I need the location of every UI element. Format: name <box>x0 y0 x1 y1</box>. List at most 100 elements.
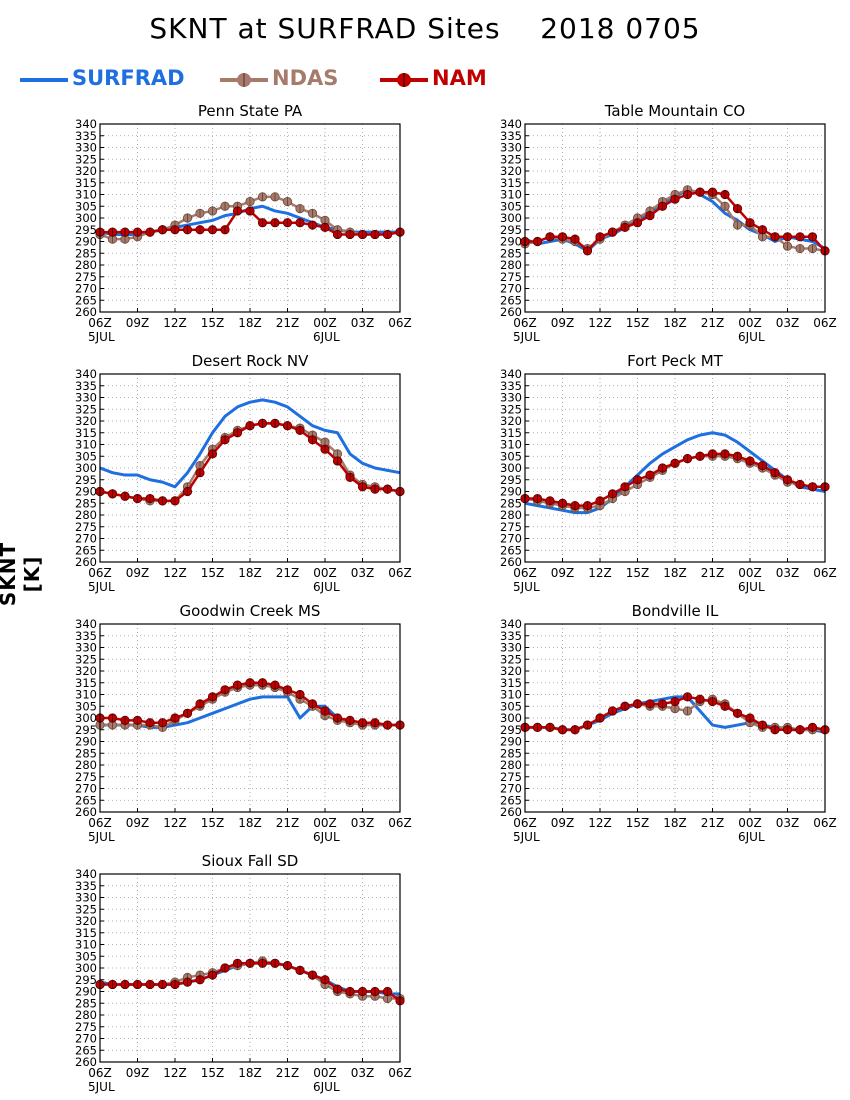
y-tick-label: 295 <box>500 723 522 737</box>
y-tick-label: 335 <box>75 379 97 393</box>
x-tick-label: 06Z <box>88 1066 112 1080</box>
y-tick-label: 280 <box>500 758 522 772</box>
x-tick-label: 09Z <box>551 566 575 580</box>
x-tick-label: 15Z <box>201 316 225 330</box>
x-tick-label: 15Z <box>201 566 225 580</box>
panel-title: Desert Rock NV <box>192 352 309 370</box>
x-tick-label: 00Z <box>313 1066 337 1080</box>
y-tick-label: 340 <box>75 117 97 131</box>
x-tick-label: 03Z <box>776 316 800 330</box>
y-tick-label: 305 <box>75 699 97 713</box>
y-tick-label: 325 <box>75 402 97 416</box>
y-tick-label: 280 <box>75 258 97 272</box>
y-tick-label: 330 <box>500 391 522 405</box>
x-tick-label: 21Z <box>276 816 300 830</box>
y-tick-label: 305 <box>500 199 522 213</box>
x-tick-label: 15Z <box>626 316 650 330</box>
y-tick-label: 270 <box>500 532 522 546</box>
y-tick-label: 260 <box>500 555 522 569</box>
x-tick-label: 06Z <box>813 816 837 830</box>
y-tick-label: 275 <box>75 1020 97 1034</box>
y-tick-label: 290 <box>75 235 97 249</box>
x-tick-label: 06Z <box>813 316 837 330</box>
legend: SURFRAD NDAS NAM <box>0 62 850 98</box>
panel-title: Penn State PA <box>198 102 303 120</box>
grid <box>99 123 401 313</box>
y-tick-label: 320 <box>75 664 97 678</box>
y-tick-label: 320 <box>500 164 522 178</box>
y-tick-label: 310 <box>75 938 97 952</box>
y-tick-label: 315 <box>500 176 522 190</box>
grid <box>99 873 401 1063</box>
y-tick-label: 290 <box>500 735 522 749</box>
x-tick-label: 18Z <box>238 316 262 330</box>
y-tick-label: 280 <box>75 508 97 522</box>
y-tick-label: 290 <box>75 735 97 749</box>
x-tick-label: 03Z <box>351 316 375 330</box>
grid <box>524 123 826 313</box>
x-tick-label: 06Z <box>88 566 112 580</box>
y-tick-label: 265 <box>75 793 97 807</box>
y-tick-label: 260 <box>500 805 522 819</box>
x-date-label: 5JUL <box>88 1080 115 1094</box>
plot-frame <box>524 123 826 313</box>
x-date-label: 5JUL <box>513 330 540 344</box>
x-tick-label: 06Z <box>513 566 537 580</box>
y-tick-label: 275 <box>75 520 97 534</box>
x-tick-label: 00Z <box>313 316 337 330</box>
y-tick-label: 280 <box>500 508 522 522</box>
y-tick-label: 275 <box>75 770 97 784</box>
x-tick-label: 15Z <box>201 1066 225 1080</box>
x-tick-label: 12Z <box>588 316 612 330</box>
y-tick-label: 315 <box>500 426 522 440</box>
x-tick-label: 12Z <box>588 566 612 580</box>
x-date-label: 6JUL <box>313 330 340 344</box>
panel-title: Sioux Fall SD <box>202 852 299 870</box>
x-tick-label: 03Z <box>351 566 375 580</box>
x-tick-label: 03Z <box>351 816 375 830</box>
y-tick-label: 270 <box>75 782 97 796</box>
legend-swatch-surfrad <box>20 78 68 82</box>
x-date-label: 6JUL <box>738 330 765 344</box>
x-tick-label: 09Z <box>551 316 575 330</box>
y-tick-label: 330 <box>75 391 97 405</box>
series-nam <box>520 187 830 256</box>
x-date-label: 5JUL <box>513 580 540 594</box>
y-tick-label: 275 <box>500 770 522 784</box>
y-tick-label: 280 <box>500 258 522 272</box>
y-tick-label: 315 <box>75 676 97 690</box>
panel-desert-rock-nv: Desert Rock NV26026527027528028529029530… <box>75 352 412 594</box>
y-tick-label: 335 <box>500 629 522 643</box>
y-tick-label: 275 <box>500 270 522 284</box>
y-tick-label: 315 <box>75 176 97 190</box>
y-tick-label: 295 <box>500 473 522 487</box>
y-tick-label: 305 <box>75 949 97 963</box>
legend-item-surfrad: SURFRAD <box>18 62 188 98</box>
y-tick-label: 330 <box>500 641 522 655</box>
y-tick-label: 300 <box>75 961 97 975</box>
series-nam <box>95 678 405 730</box>
panel-title: Bondville IL <box>632 602 719 620</box>
x-tick-label: 12Z <box>588 816 612 830</box>
x-date-label: 5JUL <box>513 830 540 844</box>
x-tick-label: 21Z <box>276 316 300 330</box>
y-tick-label: 320 <box>75 414 97 428</box>
panel-fort-peck-mt: Fort Peck MT2602652702752802852902953003… <box>500 352 837 594</box>
x-tick-label: 18Z <box>663 566 687 580</box>
x-tick-label: 06Z <box>388 1066 412 1080</box>
x-tick-label: 03Z <box>776 566 800 580</box>
x-tick-label: 21Z <box>276 1066 300 1080</box>
y-tick-label: 300 <box>75 711 97 725</box>
legend-label-ndas: NDAS <box>272 66 339 90</box>
series-ndas <box>95 680 405 733</box>
series-surfrad <box>99 398 401 489</box>
x-tick-label: 15Z <box>626 566 650 580</box>
panel-bondville-il: Bondville IL2602652702752802852902953003… <box>500 602 837 844</box>
x-tick-label: 21Z <box>701 316 725 330</box>
y-tick-label: 295 <box>75 973 97 987</box>
y-tick-label: 305 <box>75 449 97 463</box>
legend-label-nam: NAM <box>432 66 487 90</box>
y-tick-label: 300 <box>75 211 97 225</box>
x-tick-label: 12Z <box>163 816 187 830</box>
